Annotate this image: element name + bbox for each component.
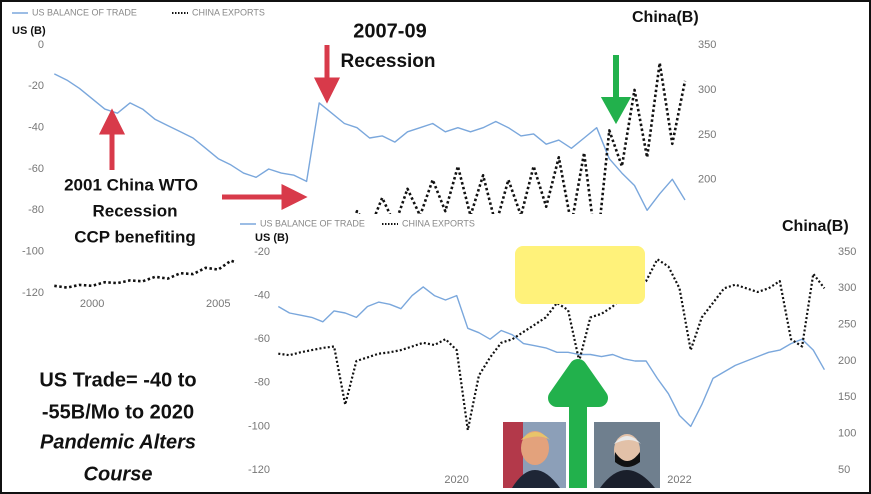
annotation: Course bbox=[84, 463, 153, 485]
y-tick-label: -60 bbox=[254, 333, 270, 345]
x-tick-label: 2022 bbox=[667, 474, 691, 486]
y2-axis-label: China(B) bbox=[632, 9, 699, 26]
annotation: Pandemic Alters bbox=[40, 431, 196, 453]
x-tick-label: 2020 bbox=[444, 474, 468, 486]
annotation: Recession bbox=[92, 201, 177, 220]
y-tick-label: -120 bbox=[22, 287, 44, 299]
y2-tick-label: 250 bbox=[838, 319, 856, 331]
trade-line bbox=[53, 73, 686, 211]
y2-tick-label: 50 bbox=[838, 464, 850, 476]
annotation: 2007-09 bbox=[353, 20, 426, 42]
y2-tick-label: 250 bbox=[698, 129, 716, 141]
legend-label: CHINA EXPORTS bbox=[192, 7, 265, 17]
y-axis-label: US (B) bbox=[255, 232, 289, 244]
red-arrow bbox=[313, 45, 341, 104]
y2-tick-label: 300 bbox=[698, 84, 716, 96]
y-tick-label: -60 bbox=[28, 163, 44, 175]
annotation: CCP benefiting bbox=[74, 227, 196, 246]
y-tick-label: -20 bbox=[254, 246, 270, 258]
trade-line bbox=[277, 286, 826, 428]
red-arrow bbox=[98, 108, 126, 170]
y2-tick-label: 200 bbox=[698, 174, 716, 186]
y-tick-label: -40 bbox=[254, 290, 270, 302]
export-line bbox=[278, 258, 826, 432]
green-arrow bbox=[600, 55, 632, 125]
callout-box bbox=[515, 246, 645, 304]
x-tick-label: 2000 bbox=[80, 298, 104, 310]
y2-tick-label: 300 bbox=[838, 282, 856, 294]
green-arrow bbox=[548, 359, 608, 488]
export-line bbox=[54, 61, 687, 289]
y2-tick-label: 350 bbox=[838, 246, 856, 258]
photo bbox=[594, 422, 660, 488]
y-tick-label: -120 bbox=[248, 464, 270, 476]
arrows bbox=[98, 45, 632, 488]
y2-tick-label: 150 bbox=[838, 391, 856, 403]
y-tick-label: -20 bbox=[28, 80, 44, 92]
chart-top: US (B)China(B)0-20-40-60-80-100-12015020… bbox=[12, 7, 716, 485]
annotation: -55B/Mo to 2020 bbox=[42, 401, 194, 423]
legend-label: US BALANCE OF TRADE bbox=[260, 218, 365, 228]
y-tick-label: -100 bbox=[248, 420, 270, 432]
x-tick-label: 2005 bbox=[206, 298, 230, 310]
y-tick-label: -80 bbox=[254, 377, 270, 389]
y-tick-label: -40 bbox=[28, 122, 44, 134]
photo bbox=[503, 422, 566, 488]
y2-tick-label: 100 bbox=[838, 428, 856, 440]
y-axis-label: US (B) bbox=[12, 25, 46, 37]
y2-axis-label: China(B) bbox=[782, 218, 849, 235]
y2-tick-label: 200 bbox=[838, 355, 856, 367]
y-tick-label: -100 bbox=[22, 246, 44, 258]
legend-label: US BALANCE OF TRADE bbox=[32, 7, 137, 17]
y-tick-label: 0 bbox=[38, 39, 44, 51]
annotation: 2001 China WTO bbox=[64, 175, 198, 194]
y-tick-label: -80 bbox=[28, 204, 44, 216]
y2-tick-label: 350 bbox=[698, 39, 716, 51]
legend-label: CHINA EXPORTS bbox=[402, 218, 475, 228]
red-arrow bbox=[222, 183, 308, 211]
annotation: US Trade= -40 to bbox=[39, 369, 196, 391]
annotation: Recession bbox=[340, 51, 435, 72]
